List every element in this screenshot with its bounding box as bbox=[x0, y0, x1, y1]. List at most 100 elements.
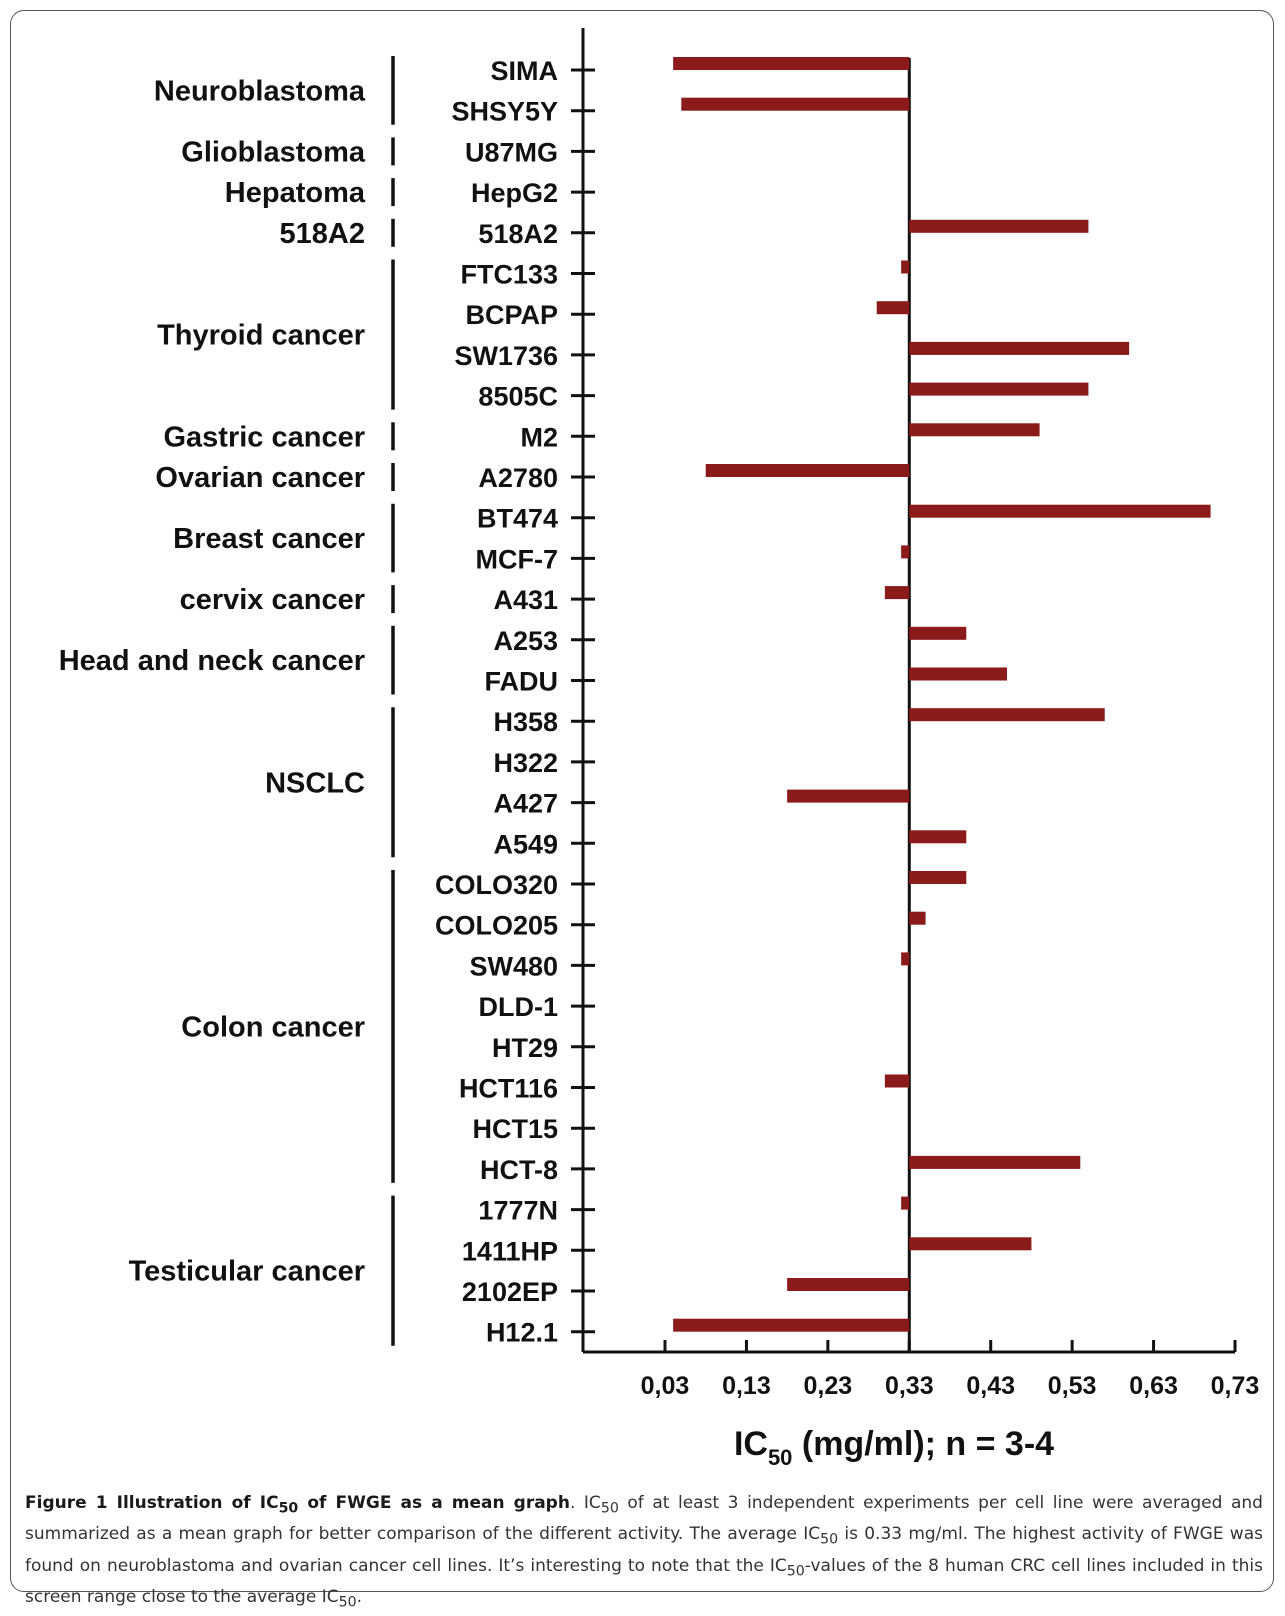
bar bbox=[909, 341, 1130, 355]
category-label: SW1736 bbox=[454, 341, 558, 371]
group-label: Ovarian cancer bbox=[155, 462, 365, 494]
category-label: COLO205 bbox=[435, 911, 558, 941]
group-label: Head and neck cancer bbox=[59, 645, 365, 677]
group-label: Breast cancer bbox=[173, 523, 365, 555]
bar bbox=[901, 1196, 910, 1210]
chart-axes bbox=[571, 28, 1237, 1354]
category-label: HCT-8 bbox=[480, 1155, 558, 1185]
x-tick-label: 0,33 bbox=[885, 1372, 934, 1400]
category-label: H358 bbox=[493, 707, 558, 737]
bar bbox=[705, 464, 910, 477]
bar bbox=[909, 1155, 1081, 1169]
category-label: A431 bbox=[493, 585, 558, 615]
caption-s4-sub: 50 bbox=[338, 1594, 357, 1611]
chart-bars bbox=[673, 57, 1211, 1332]
category-label: H322 bbox=[493, 748, 558, 778]
bar bbox=[901, 260, 910, 274]
bar bbox=[884, 586, 910, 600]
x-axis-title-sub: 50 bbox=[768, 1445, 792, 1470]
category-label: H12.1 bbox=[486, 1318, 558, 1348]
group-label: cervix cancer bbox=[180, 584, 365, 616]
category-label: FADU bbox=[485, 667, 559, 697]
category-label: 2102EP bbox=[462, 1277, 558, 1307]
caption-s1-sub: 50 bbox=[600, 1500, 619, 1517]
figure-caption: Figure 1 Illustration of IC50 of FWGE as… bbox=[25, 1490, 1263, 1616]
bar bbox=[909, 911, 926, 925]
x-tick-label: 0,13 bbox=[722, 1372, 771, 1400]
category-label: SHSY5Y bbox=[451, 97, 558, 127]
category-label: COLO320 bbox=[435, 870, 558, 900]
group-label: Colon cancer bbox=[181, 1011, 365, 1043]
category-label: SW480 bbox=[469, 951, 558, 981]
x-tick-label: 0,43 bbox=[966, 1372, 1015, 1400]
x-tick-label: 0,63 bbox=[1129, 1372, 1178, 1400]
category-label: FTC133 bbox=[460, 260, 558, 290]
category-label: HepG2 bbox=[471, 178, 558, 208]
category-label: SIMA bbox=[491, 56, 559, 86]
group-label: NSCLC bbox=[265, 767, 365, 799]
caption-s5: . bbox=[356, 1587, 363, 1608]
caption-s2: of at least 3 independent experiments pe… bbox=[25, 1493, 1263, 1545]
category-label: HCT15 bbox=[472, 1114, 558, 1144]
bar bbox=[787, 789, 910, 803]
caption-title: Figure 1 Illustration of IC50 of FWGE as… bbox=[25, 1493, 570, 1517]
x-axis-title-main: IC bbox=[734, 1425, 768, 1463]
x-axis-title-rest: (mg/ml); n = 3-4 bbox=[792, 1425, 1054, 1463]
bar bbox=[909, 423, 1040, 437]
figure-frame bbox=[10, 10, 1274, 1592]
caption-s3-sub: 50 bbox=[786, 1563, 805, 1580]
group-label: Testicular cancer bbox=[129, 1256, 365, 1288]
bar bbox=[909, 830, 967, 844]
category-label: A549 bbox=[493, 829, 558, 859]
category-label: 8505C bbox=[478, 382, 558, 412]
category-label: DLD-1 bbox=[479, 992, 559, 1022]
group-label: Thyroid cancer bbox=[157, 320, 365, 352]
x-tick-label: 0,23 bbox=[804, 1372, 853, 1400]
bar bbox=[909, 504, 1211, 518]
caption-s2-sub: 50 bbox=[820, 1531, 839, 1548]
bar bbox=[909, 382, 1089, 396]
caption-s3: is 0.33 mg/ml. The highest activity of F… bbox=[25, 1524, 1263, 1576]
bar bbox=[909, 219, 1089, 233]
bar bbox=[909, 626, 967, 640]
x-tick-label: 0,73 bbox=[1211, 1372, 1260, 1400]
group-label: Neuroblastoma bbox=[154, 75, 366, 107]
category-label: BCPAP bbox=[465, 300, 558, 330]
caption-title-a: Figure 1 Illustration of IC bbox=[25, 1493, 279, 1513]
bar bbox=[884, 1074, 910, 1088]
bar bbox=[681, 97, 910, 111]
bar bbox=[673, 57, 910, 70]
caption-title-b: of FWGE as a mean graph bbox=[298, 1493, 570, 1513]
category-label: A427 bbox=[493, 789, 558, 819]
bar bbox=[901, 545, 910, 559]
bar bbox=[673, 1318, 910, 1332]
bar bbox=[909, 667, 1007, 681]
bar bbox=[909, 1237, 1032, 1251]
group-label: Hepatoma bbox=[225, 177, 366, 209]
bar bbox=[787, 1278, 910, 1291]
caption-title-sub: 50 bbox=[278, 1500, 299, 1517]
bar bbox=[909, 708, 1105, 722]
bar bbox=[901, 952, 910, 966]
ic50-mean-graph: SIMA SHSY5Y U87MG HepG2 518A2 FTC133 BCPAP SW17… bbox=[59, 28, 1260, 1470]
category-label: HT29 bbox=[492, 1033, 558, 1063]
category-label: MCF-7 bbox=[476, 544, 559, 574]
caption-s1: . IC bbox=[569, 1493, 601, 1513]
category-label: A253 bbox=[493, 626, 558, 656]
group-labels: Neuroblastoma Glioblastoma Hepatoma 518A2 Th… bbox=[59, 56, 395, 1346]
x-tick-labels: 0,03 0,13 0,23 0,33 0,43 0,53 0,63 0,73 bbox=[641, 1372, 1260, 1400]
category-label: M2 bbox=[520, 422, 558, 452]
category-label: U87MG bbox=[465, 137, 558, 167]
group-label: Gastric cancer bbox=[163, 421, 365, 453]
category-label: BT474 bbox=[477, 504, 558, 534]
group-label: 518A2 bbox=[280, 218, 365, 250]
bar bbox=[876, 301, 910, 315]
category-label: A2780 bbox=[478, 463, 558, 493]
x-axis-title: IC50 (mg/ml); n = 3-4 bbox=[734, 1425, 1054, 1470]
category-label: 1411HP bbox=[462, 1236, 558, 1266]
category-label: 518A2 bbox=[478, 219, 558, 249]
category-label: HCT116 bbox=[459, 1074, 558, 1104]
group-label: Glioblastoma bbox=[181, 136, 366, 168]
category-label: 1777N bbox=[478, 1196, 558, 1226]
bar bbox=[909, 871, 967, 884]
